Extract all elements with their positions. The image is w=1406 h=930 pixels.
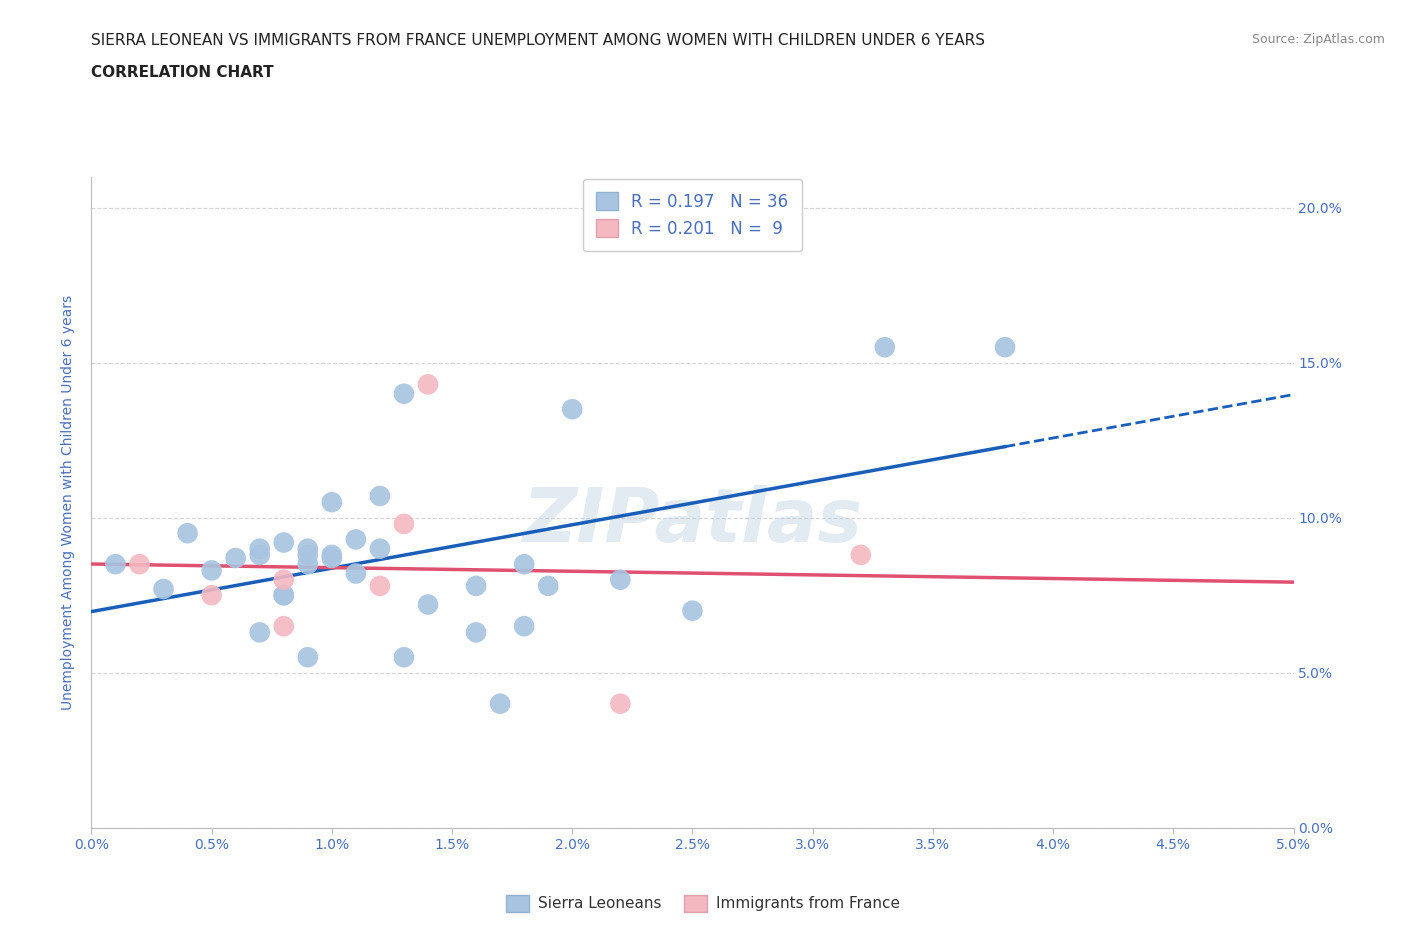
Point bbox=[561, 402, 583, 417]
Point bbox=[849, 548, 872, 563]
Point bbox=[321, 548, 343, 563]
Point bbox=[609, 572, 631, 587]
Point bbox=[201, 563, 224, 578]
Point bbox=[537, 578, 560, 593]
Point bbox=[368, 488, 391, 503]
Point bbox=[392, 386, 415, 401]
Text: SIERRA LEONEAN VS IMMIGRANTS FROM FRANCE UNEMPLOYMENT AMONG WOMEN WITH CHILDREN : SIERRA LEONEAN VS IMMIGRANTS FROM FRANCE… bbox=[91, 33, 986, 47]
Point bbox=[368, 578, 391, 593]
Point bbox=[344, 532, 367, 547]
Point bbox=[297, 557, 319, 572]
Point bbox=[344, 566, 367, 581]
Point bbox=[297, 541, 319, 556]
Point bbox=[152, 581, 174, 596]
Point bbox=[392, 650, 415, 665]
Text: Source: ZipAtlas.com: Source: ZipAtlas.com bbox=[1251, 33, 1385, 46]
Point bbox=[465, 625, 488, 640]
Point bbox=[416, 597, 439, 612]
Point bbox=[416, 377, 439, 392]
Point bbox=[225, 551, 247, 565]
Point bbox=[249, 548, 271, 563]
Point bbox=[321, 495, 343, 510]
Text: ZIPatlas: ZIPatlas bbox=[523, 485, 862, 558]
Point bbox=[297, 650, 319, 665]
Point bbox=[392, 516, 415, 531]
Point bbox=[368, 541, 391, 556]
Legend: R = 0.197   N = 36, R = 0.201   N =  9: R = 0.197 N = 36, R = 0.201 N = 9 bbox=[583, 179, 801, 251]
Point bbox=[609, 697, 631, 711]
Y-axis label: Unemployment Among Women with Children Under 6 years: Unemployment Among Women with Children U… bbox=[62, 295, 76, 710]
Point bbox=[873, 339, 896, 354]
Point bbox=[249, 625, 271, 640]
Text: CORRELATION CHART: CORRELATION CHART bbox=[91, 65, 274, 80]
Point bbox=[273, 535, 295, 550]
Point bbox=[273, 588, 295, 603]
Point bbox=[128, 557, 150, 572]
Point bbox=[201, 588, 224, 603]
Point bbox=[489, 697, 512, 711]
Point bbox=[513, 557, 536, 572]
Point bbox=[465, 578, 488, 593]
Point bbox=[513, 618, 536, 633]
Point bbox=[681, 604, 703, 618]
Point bbox=[273, 572, 295, 587]
Point bbox=[297, 548, 319, 563]
Legend: Sierra Leoneans, Immigrants from France: Sierra Leoneans, Immigrants from France bbox=[499, 889, 907, 918]
Point bbox=[176, 525, 198, 540]
Point bbox=[273, 618, 295, 633]
Point bbox=[321, 551, 343, 565]
Point bbox=[249, 541, 271, 556]
Point bbox=[104, 557, 127, 572]
Point bbox=[994, 339, 1017, 354]
Point bbox=[273, 588, 295, 603]
